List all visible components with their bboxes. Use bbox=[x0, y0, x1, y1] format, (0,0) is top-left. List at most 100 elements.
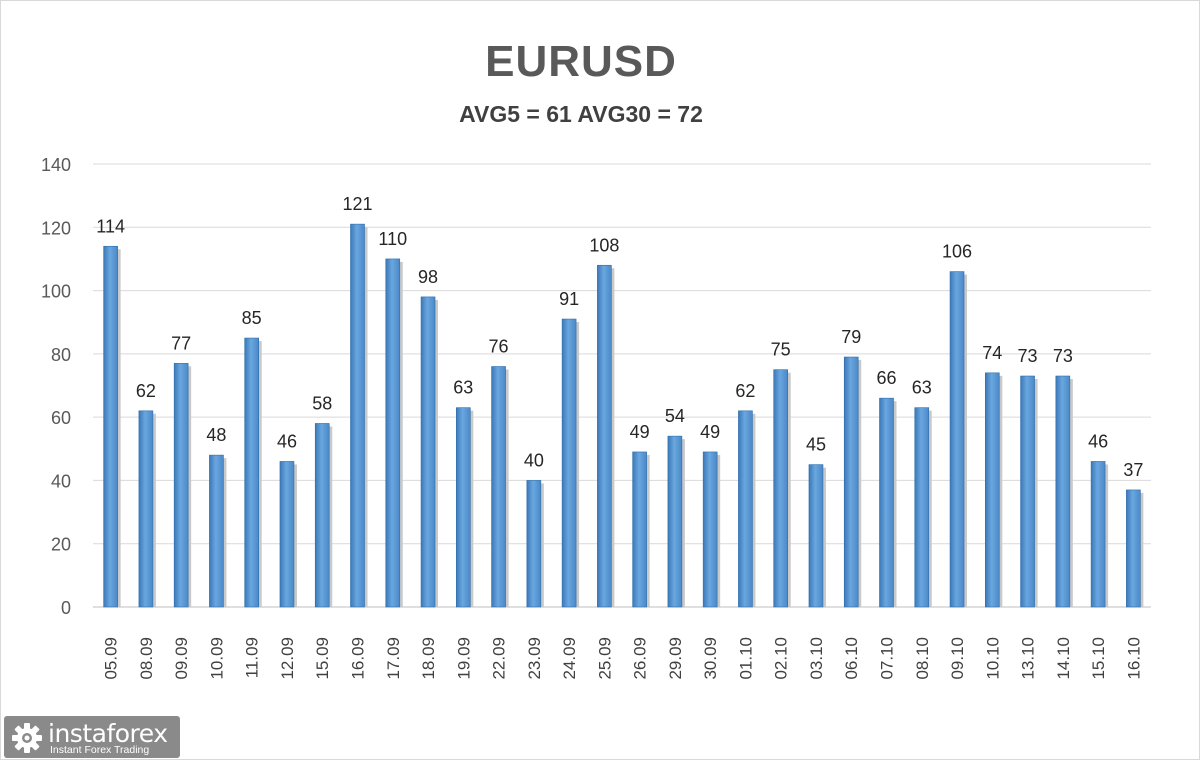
data-label: 62 bbox=[735, 381, 755, 401]
data-label: 58 bbox=[312, 393, 332, 413]
x-tick-label: 11.09 bbox=[243, 637, 262, 678]
y-tick-label: 0 bbox=[61, 598, 71, 618]
data-label: 106 bbox=[942, 242, 972, 262]
bar bbox=[103, 245, 118, 608]
data-label: 46 bbox=[1088, 431, 1108, 451]
x-tick-label: 10.09 bbox=[207, 637, 226, 680]
y-tick-label: 140 bbox=[41, 155, 71, 175]
bar bbox=[949, 271, 965, 608]
data-label: 45 bbox=[806, 435, 826, 455]
brand-name: instaforex bbox=[48, 719, 168, 748]
data-label: 48 bbox=[206, 425, 226, 445]
x-tick-label: 05.09 bbox=[102, 637, 121, 680]
data-label: 98 bbox=[418, 267, 438, 287]
bar bbox=[420, 296, 436, 608]
data-label: 49 bbox=[700, 422, 720, 442]
bar bbox=[843, 356, 859, 608]
x-tick-label: 26.09 bbox=[631, 637, 650, 680]
x-tick-label: 24.09 bbox=[560, 637, 579, 680]
bar bbox=[1020, 375, 1035, 608]
x-tick-label: 25.09 bbox=[595, 637, 614, 680]
bar bbox=[526, 480, 542, 608]
bar bbox=[561, 318, 577, 608]
data-label: 91 bbox=[559, 289, 579, 309]
x-tick-label: 15.10 bbox=[1089, 637, 1108, 680]
gear-logo-icon bbox=[12, 723, 42, 753]
x-tick-label: 08.10 bbox=[913, 637, 932, 680]
bar bbox=[209, 454, 224, 608]
data-label: 79 bbox=[841, 327, 861, 347]
x-tick-label: 14.10 bbox=[1054, 637, 1073, 680]
data-label: 85 bbox=[242, 308, 262, 328]
x-tick-label: 02.10 bbox=[772, 637, 791, 680]
data-label: 73 bbox=[1018, 346, 1038, 366]
bar bbox=[350, 223, 365, 608]
data-label: 54 bbox=[665, 406, 685, 426]
x-tick-label: 16.10 bbox=[1124, 637, 1143, 680]
bar bbox=[1090, 461, 1106, 608]
x-tick-label: 29.09 bbox=[666, 637, 685, 680]
y-tick-label: 20 bbox=[51, 535, 71, 555]
x-tick-label: 08.09 bbox=[137, 637, 156, 680]
bar bbox=[138, 410, 154, 608]
x-tick-label: 10.10 bbox=[983, 637, 1002, 680]
data-label: 110 bbox=[378, 229, 407, 249]
data-label: 73 bbox=[1053, 346, 1073, 366]
data-label: 108 bbox=[589, 235, 619, 255]
x-tick-label: 19.09 bbox=[454, 637, 473, 680]
data-label: 75 bbox=[771, 340, 791, 360]
y-tick-label: 80 bbox=[51, 345, 71, 365]
bar bbox=[773, 369, 789, 608]
bar bbox=[1055, 375, 1071, 608]
bar bbox=[314, 423, 330, 608]
bar bbox=[385, 258, 401, 608]
brand-tagline: Instant Forex Trading bbox=[50, 744, 150, 756]
bar bbox=[173, 363, 189, 608]
x-tick-label: 30.09 bbox=[701, 637, 720, 680]
data-label: 63 bbox=[912, 378, 932, 398]
x-tick-label: 03.10 bbox=[807, 637, 826, 680]
x-tick-label: 15.09 bbox=[313, 637, 332, 680]
instaforex-logo: instaforex Instant Forex Trading bbox=[4, 716, 180, 758]
x-tick-label: 09.09 bbox=[172, 637, 191, 680]
x-tick-label: 06.10 bbox=[842, 637, 861, 680]
x-tick-label: 17.09 bbox=[384, 637, 403, 680]
y-tick-label: 40 bbox=[51, 471, 71, 491]
chart-subtitle: AVG5 = 61 AVG30 = 72 bbox=[459, 101, 703, 127]
x-tick-label: 22.09 bbox=[490, 637, 509, 680]
x-tick-label: 07.10 bbox=[878, 637, 897, 680]
bar bbox=[667, 435, 683, 608]
data-label: 121 bbox=[342, 194, 372, 214]
bar bbox=[597, 264, 612, 608]
data-label: 40 bbox=[524, 450, 544, 470]
data-label: 76 bbox=[489, 337, 509, 357]
data-label: 77 bbox=[171, 333, 191, 353]
data-label: 63 bbox=[453, 378, 473, 398]
bar bbox=[914, 407, 930, 608]
y-tick-label: 120 bbox=[41, 218, 71, 238]
data-label: 37 bbox=[1123, 460, 1143, 480]
bar bbox=[808, 464, 824, 608]
data-label: 62 bbox=[136, 381, 156, 401]
data-label: 49 bbox=[630, 422, 650, 442]
data-label: 66 bbox=[876, 368, 896, 388]
x-tick-label: 12.09 bbox=[278, 637, 297, 680]
bar bbox=[279, 461, 295, 608]
bar bbox=[491, 366, 506, 608]
data-label: 46 bbox=[277, 431, 297, 451]
x-tick-label: 16.09 bbox=[349, 637, 368, 680]
data-label: 114 bbox=[96, 216, 125, 236]
bar bbox=[632, 451, 647, 608]
bar bbox=[244, 337, 259, 608]
y-tick-label: 100 bbox=[41, 282, 71, 302]
bar bbox=[1126, 489, 1141, 608]
bar bbox=[702, 451, 718, 608]
x-tick-label: 01.10 bbox=[736, 637, 755, 680]
x-tick-label: 18.09 bbox=[419, 637, 438, 680]
x-tick-label: 13.10 bbox=[1019, 637, 1038, 680]
y-tick-label: 60 bbox=[51, 408, 71, 428]
data-label: 74 bbox=[982, 343, 1002, 363]
bar bbox=[879, 397, 894, 608]
